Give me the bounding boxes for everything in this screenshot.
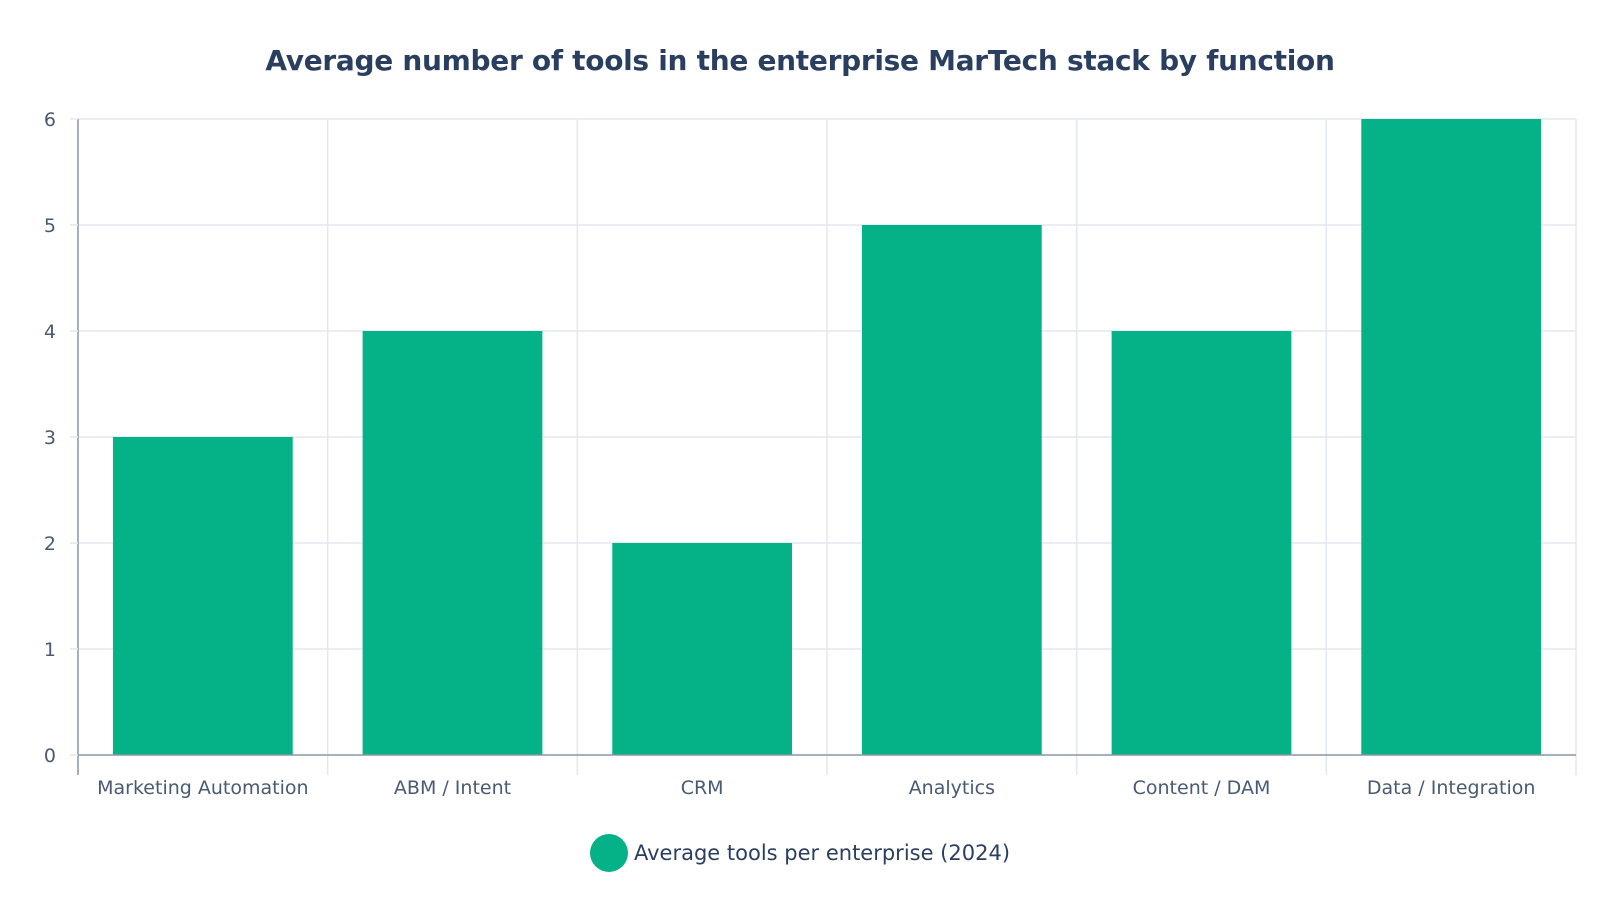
y-tick-label: 3 <box>44 427 56 449</box>
y-tick-label: 6 <box>44 109 56 131</box>
y-tick-label: 5 <box>44 215 56 237</box>
chart-title: Average number of tools in the enterpris… <box>265 44 1335 77</box>
bar-content-dam[interactable] <box>1111 331 1292 755</box>
legend-swatch <box>589 834 628 872</box>
x-tick-label: Analytics <box>909 777 995 799</box>
grid-layer <box>77 118 1577 775</box>
x-tick-label: Data / Integration <box>1367 777 1536 799</box>
y-tick-label: 0 <box>44 745 56 767</box>
bar-abm-intent[interactable] <box>362 331 543 755</box>
x-tick-label: Content / DAM <box>1133 777 1271 799</box>
y-tick-label: 2 <box>44 533 56 555</box>
x-tick-label: Marketing Automation <box>97 777 308 799</box>
bar-data-integration[interactable] <box>1361 119 1542 755</box>
bars-layer <box>112 119 1542 755</box>
y-tick-label: 1 <box>44 639 56 661</box>
legend[interactable]: Average tools per enterprise (2024) <box>0 834 1600 872</box>
bar-crm[interactable] <box>612 543 793 755</box>
x-tick-label: CRM <box>681 777 724 799</box>
x-tick-label: ABM / Intent <box>394 777 511 799</box>
bar-analytics[interactable] <box>861 225 1042 755</box>
bar-marketing-automation[interactable] <box>112 437 293 755</box>
axis-layer: 0 1 2 3 4 5 6 Marketing Automation ABM / Intent C… <box>44 109 1576 799</box>
legend-label: Average tools per enterprise (2024) <box>633 841 1011 865</box>
y-tick-label: 4 <box>44 321 56 343</box>
